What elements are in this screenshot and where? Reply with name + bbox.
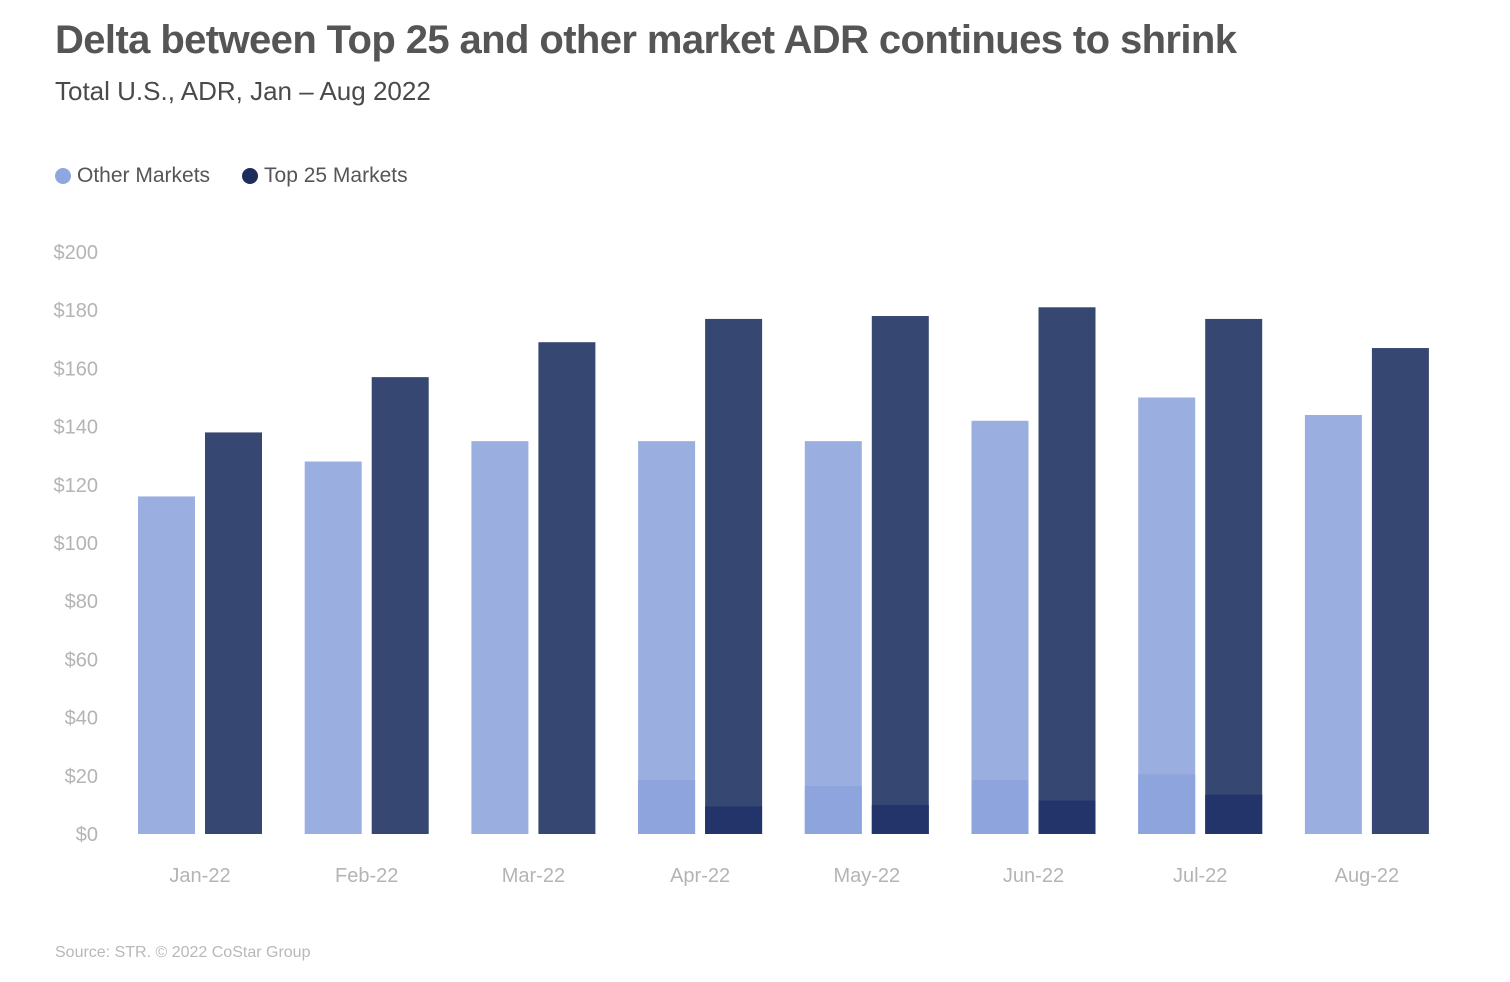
bar-base-top-25-markets — [1205, 794, 1263, 834]
bar-base-top-25-markets — [1038, 800, 1096, 834]
chart-title: Delta between Top 25 and other market AD… — [55, 18, 1237, 62]
x-tick-label: Jan-22 — [169, 865, 230, 887]
bar-base-other-markets — [804, 785, 862, 834]
bar-top-25-markets — [1371, 348, 1429, 834]
bar-top-25-markets — [1038, 307, 1096, 834]
y-tick-label: $0 — [76, 824, 98, 846]
chart-subtitle: Total U.S., ADR, Jan – Aug 2022 — [55, 76, 431, 106]
legend-swatch-top-25-markets — [242, 168, 259, 184]
bar-top-25-markets — [371, 377, 429, 834]
x-axis: Jan-22 Feb-22 Mar-22 Apr-22 May-22 Jun-22 Jul-… — [169, 865, 1399, 887]
x-tick-label: Jun-22 — [1003, 865, 1064, 887]
y-tick-label: $60 — [65, 649, 98, 671]
y-tick-label: $120 — [54, 475, 99, 497]
bar-other-markets — [804, 441, 862, 834]
legend-item-top-25-markets: Top 25 Markets — [242, 164, 408, 188]
y-tick-label: $160 — [54, 358, 99, 380]
legend-label-top-25-markets: Top 25 Markets — [264, 164, 408, 187]
y-tick-label: $20 — [65, 766, 98, 788]
bar-base-top-25-markets — [871, 804, 929, 834]
legend-item-other-markets: Other Markets — [55, 164, 210, 188]
bar-base-other-markets — [638, 780, 696, 834]
legend-label-other-markets: Other Markets — [77, 164, 211, 187]
bar-other-markets — [304, 461, 362, 834]
bar-top-25-markets — [538, 342, 596, 834]
x-tick-label: Jul-22 — [1173, 865, 1227, 887]
x-tick-label: Feb-22 — [335, 865, 398, 887]
bar-base-other-markets — [971, 780, 1029, 834]
bar-other-markets — [138, 496, 195, 834]
bar-other-markets — [638, 441, 696, 834]
bar-base-top-25-markets — [705, 806, 763, 834]
y-tick-label: $80 — [65, 591, 98, 613]
bars — [138, 307, 1429, 834]
y-tick-label: $140 — [54, 417, 99, 439]
x-tick-label: Aug-22 — [1335, 865, 1400, 887]
source-note: Source: STR. © 2022 CoStar Group — [55, 944, 311, 961]
y-tick-label: $180 — [54, 300, 99, 322]
bar-other-markets — [971, 420, 1029, 834]
bar-top-25-markets — [705, 318, 763, 834]
y-tick-label: $40 — [65, 708, 98, 730]
bar-other-markets — [1304, 414, 1362, 834]
bar-top-25-markets — [871, 316, 929, 834]
legend: Other Markets Top 25 Markets — [55, 164, 440, 188]
bar-top-25-markets — [205, 432, 262, 834]
x-tick-label: Mar-22 — [502, 865, 565, 887]
y-tick-label: $100 — [54, 533, 99, 555]
y-axis: $0 $20 $40 $60 $80 $100 $120 $140 $160 $180 $200 — [54, 242, 99, 846]
x-tick-label: Apr-22 — [670, 865, 730, 887]
x-tick-label: May-22 — [833, 865, 900, 887]
y-tick-label: $200 — [54, 242, 99, 264]
bar-top-25-markets — [1205, 318, 1263, 834]
bar-other-markets — [471, 441, 529, 834]
legend-swatch-other-markets — [55, 168, 71, 184]
bar-other-markets — [1138, 397, 1196, 834]
bar-base-other-markets — [1138, 774, 1196, 834]
